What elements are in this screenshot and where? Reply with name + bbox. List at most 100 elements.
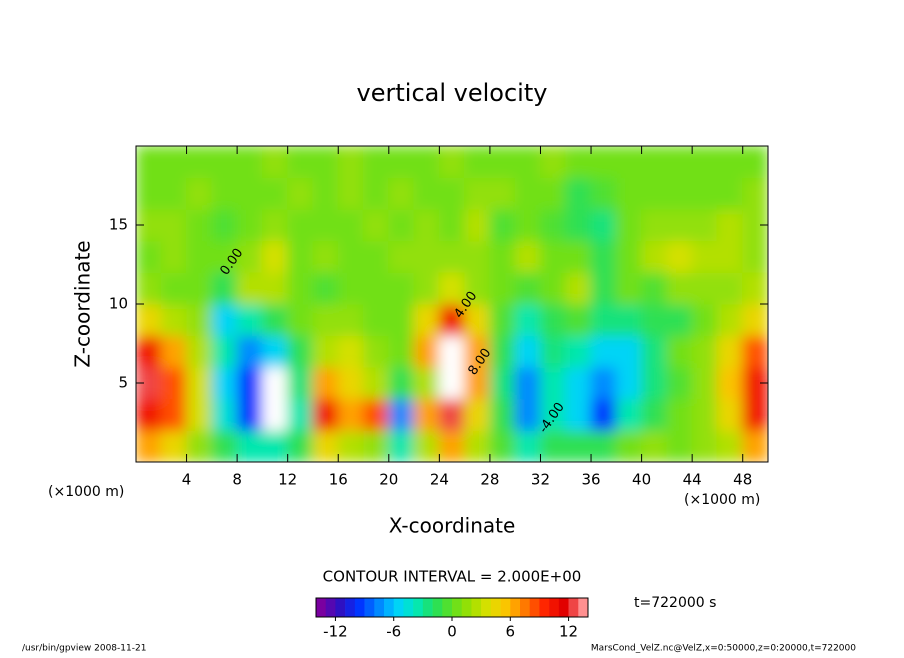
field-cell [565, 271, 592, 305]
field-cell [464, 240, 491, 273]
y-tick-label: 15 [109, 216, 128, 234]
field-cell [464, 208, 491, 242]
field-cell [287, 429, 314, 462]
field-cell [514, 429, 541, 462]
field-cell [337, 303, 365, 337]
field-cell [641, 429, 668, 462]
field-cell [388, 146, 415, 179]
field-cell [211, 271, 238, 305]
x-tick-label: 36 [581, 471, 600, 489]
field-cell [489, 303, 516, 337]
field-cell [136, 271, 162, 305]
field-cell [615, 208, 643, 242]
field-cell [337, 335, 365, 368]
field-cell [489, 271, 516, 305]
field-cell [539, 146, 567, 179]
field-cell [716, 303, 744, 337]
field-cell [489, 429, 516, 462]
colorbar-swatch [452, 598, 463, 617]
field-cell [666, 146, 693, 179]
colorbar-swatch [403, 598, 414, 617]
field-cell [716, 398, 744, 431]
field-cell [716, 146, 744, 179]
field-cell [742, 146, 768, 179]
field-cell [590, 208, 617, 242]
x-tick-label: 40 [632, 471, 651, 489]
chart-title: vertical velocity [357, 79, 548, 107]
field-cell [590, 335, 617, 368]
field-cell [388, 177, 415, 210]
colorbar-swatch [471, 598, 482, 617]
field-cell [489, 335, 516, 368]
x-tick-label: 24 [430, 471, 449, 489]
field-cell [615, 271, 643, 305]
field-cell [641, 240, 668, 273]
field-cell [186, 177, 213, 210]
field-cell [666, 303, 693, 337]
field-cell [464, 146, 491, 179]
field-cell [565, 208, 592, 242]
field-cell [716, 335, 744, 368]
field-cell [691, 335, 718, 368]
field-cell [438, 240, 466, 273]
x-tick-label: 16 [329, 471, 348, 489]
field-cell [236, 146, 263, 179]
field-cell [363, 366, 390, 400]
field-cell [539, 429, 567, 462]
colorbar-swatch [413, 598, 424, 617]
field-cell [438, 208, 466, 242]
field-cell [312, 240, 339, 273]
field-cell [539, 177, 567, 210]
field-cell [489, 366, 516, 400]
colorbar-swatch [393, 598, 404, 617]
colorbar-tick-label: -6 [386, 623, 401, 641]
field-cell [186, 146, 213, 179]
field-cell [590, 146, 617, 179]
field-cell [691, 146, 718, 179]
colorbar-swatch [568, 598, 579, 617]
field-cell [287, 303, 314, 337]
field-cell [438, 177, 466, 210]
y-tick-label: 10 [109, 295, 128, 313]
field-cell [388, 303, 415, 337]
field-cell [236, 335, 263, 368]
field-cell [716, 366, 744, 400]
footer-right: MarsCond_VelZ.nc@VelZ,x=0:50000,z=0:2000… [591, 644, 856, 654]
colorbar-swatch [422, 598, 433, 617]
x-unit: (×1000 m) [684, 492, 760, 508]
field-cell [236, 208, 263, 242]
field [136, 146, 768, 462]
field-cell [363, 303, 390, 337]
field-cell [565, 177, 592, 210]
field-cell [186, 271, 213, 305]
field-cell [312, 146, 339, 179]
field-cell [388, 398, 415, 431]
footer-left: /usr/bin/gpview 2008-11-21 [22, 644, 146, 654]
field-cell [261, 240, 289, 273]
field-cell [590, 240, 617, 273]
colorbar-swatch [510, 598, 521, 617]
field-cell [590, 271, 617, 305]
field-cell [337, 208, 365, 242]
field-cell [438, 271, 466, 305]
colorbar-swatch [432, 598, 443, 617]
colorbar-swatch [549, 598, 560, 617]
field-cell [160, 366, 188, 400]
field-cell [211, 303, 238, 337]
field-cell [641, 146, 668, 179]
field-cell [615, 303, 643, 337]
field-cell [136, 429, 162, 462]
field-cell [565, 366, 592, 400]
field-cell [716, 177, 744, 210]
field-cell [514, 335, 541, 368]
colorbar-swatch [461, 598, 472, 617]
field-cell [186, 208, 213, 242]
colorbar-swatch [316, 598, 327, 617]
field-cell [641, 208, 668, 242]
field-cell [539, 335, 567, 368]
y-axis-label: Z-coordinate [71, 240, 95, 367]
field-cell [464, 335, 491, 368]
field-cell [413, 146, 440, 179]
field-cell [160, 335, 188, 368]
field-cell [160, 303, 188, 337]
